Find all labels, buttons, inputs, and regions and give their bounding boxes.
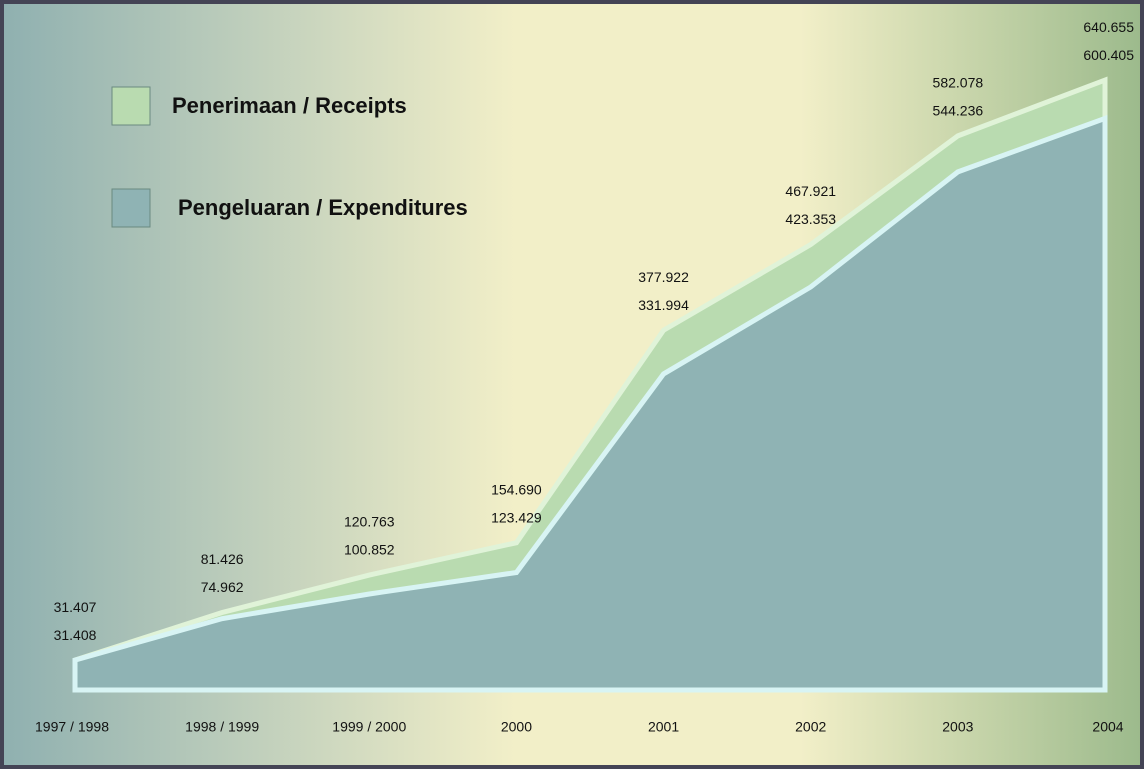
value-label: 640.655	[1083, 19, 1134, 35]
value-label: 100.852	[344, 542, 395, 558]
legend-swatch	[111, 188, 151, 228]
x-tick-label: 1999 / 2000	[332, 719, 406, 735]
x-tick-label: 1998 / 1999	[185, 719, 259, 735]
legend-label: Penerimaan / Receipts	[172, 93, 407, 118]
value-label: 377.922	[638, 269, 689, 285]
value-label: 582.078	[933, 75, 984, 91]
value-label: 600.405	[1083, 47, 1134, 63]
value-label: 467.921	[785, 183, 836, 199]
value-label: 423.353	[785, 211, 836, 227]
value-label: 81.426	[201, 551, 244, 567]
legend-label: Pengeluaran / Expenditures	[178, 195, 468, 220]
value-label: 123.429	[491, 509, 542, 525]
value-label: 331.994	[638, 297, 689, 313]
value-label: 544.236	[933, 103, 984, 119]
x-tick-label: 2004	[1092, 719, 1123, 735]
x-tick-label: 2000	[501, 719, 532, 735]
legend-swatch	[111, 86, 151, 126]
x-tick-label: 2002	[795, 719, 826, 735]
value-label: 31.407	[54, 599, 97, 615]
value-label: 31.408	[54, 627, 97, 643]
value-label: 120.763	[344, 514, 395, 530]
x-tick-label: 1997 / 1998	[35, 719, 109, 735]
value-label: 74.962	[201, 579, 244, 595]
area	[72, 114, 1108, 693]
x-tick-label: 2001	[648, 719, 679, 735]
value-label: 154.690	[491, 481, 542, 497]
x-tick-label: 2003	[942, 719, 973, 735]
